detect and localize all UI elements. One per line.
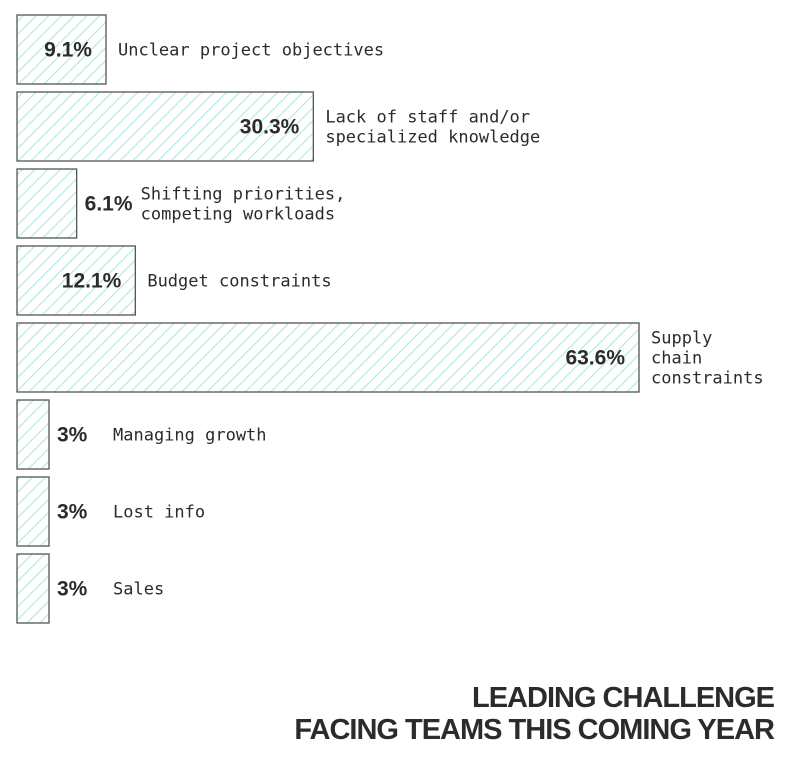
bar — [16, 168, 78, 239]
bar-value-label: 3% — [57, 578, 88, 601]
bar — [16, 91, 314, 162]
bar-category-label-line: Unclear project objectives — [118, 41, 384, 61]
bar — [16, 322, 640, 393]
bar-category-label-line: specialized knowledge — [325, 128, 540, 148]
bar-category-label: Unclear project objectives — [118, 41, 384, 61]
bar-value-label: 9.1% — [44, 39, 92, 62]
bar-category-label-line: Sales — [113, 580, 164, 600]
chart-title-line-1: LEADING CHALLENGE — [472, 682, 775, 714]
bar-value-label: 30.3% — [240, 116, 300, 139]
bar-category-label-line: competing workloads — [141, 205, 335, 225]
bar-value-label: 6.1% — [85, 193, 133, 216]
bar — [16, 553, 50, 624]
bar-value-label: 3% — [57, 501, 88, 524]
chart-title-line-2: FACING TEAMS THIS COMING YEAR — [294, 714, 775, 746]
bar-value-label: 12.1% — [62, 270, 122, 293]
bar-category-label-line: Shifting priorities, — [141, 185, 346, 205]
bar — [16, 245, 136, 316]
bar — [16, 14, 107, 85]
bar-category-label: Sales — [113, 580, 164, 600]
bar-category-label-line: Lack of staff and/or — [325, 108, 530, 128]
bar-category-label: Lack of staff and/or specialized knowledg… — [325, 108, 540, 148]
bar-value-label: 3% — [57, 424, 88, 447]
bar-category-label-line: Managing growth — [113, 426, 267, 446]
bars-group: 9.1% Unclear project objectives 30.3% Lack … — [16, 14, 764, 624]
bar-category-label: Supply chain constraints — [651, 329, 764, 389]
bar-category-label: Lost info — [113, 503, 205, 523]
bar-value-label: 63.6% — [565, 347, 625, 370]
bar-category-label: Managing growth — [113, 426, 267, 446]
bar-category-label-line: Lost info — [113, 503, 205, 523]
bar — [16, 476, 50, 547]
bar — [16, 399, 50, 470]
bar-category-label: Budget constraints — [147, 272, 331, 292]
bar-category-label: Shifting priorities, competing workloads — [141, 185, 346, 225]
bar-category-label-line: Budget constraints — [147, 272, 331, 292]
bar-category-label-line: chain — [651, 349, 702, 369]
chart-title: LEADING CHALLENGE FACING TEAMS THIS COMI… — [294, 682, 775, 746]
bar-category-label-line: constraints — [651, 369, 764, 389]
bar-category-label-line: Supply — [651, 329, 712, 349]
